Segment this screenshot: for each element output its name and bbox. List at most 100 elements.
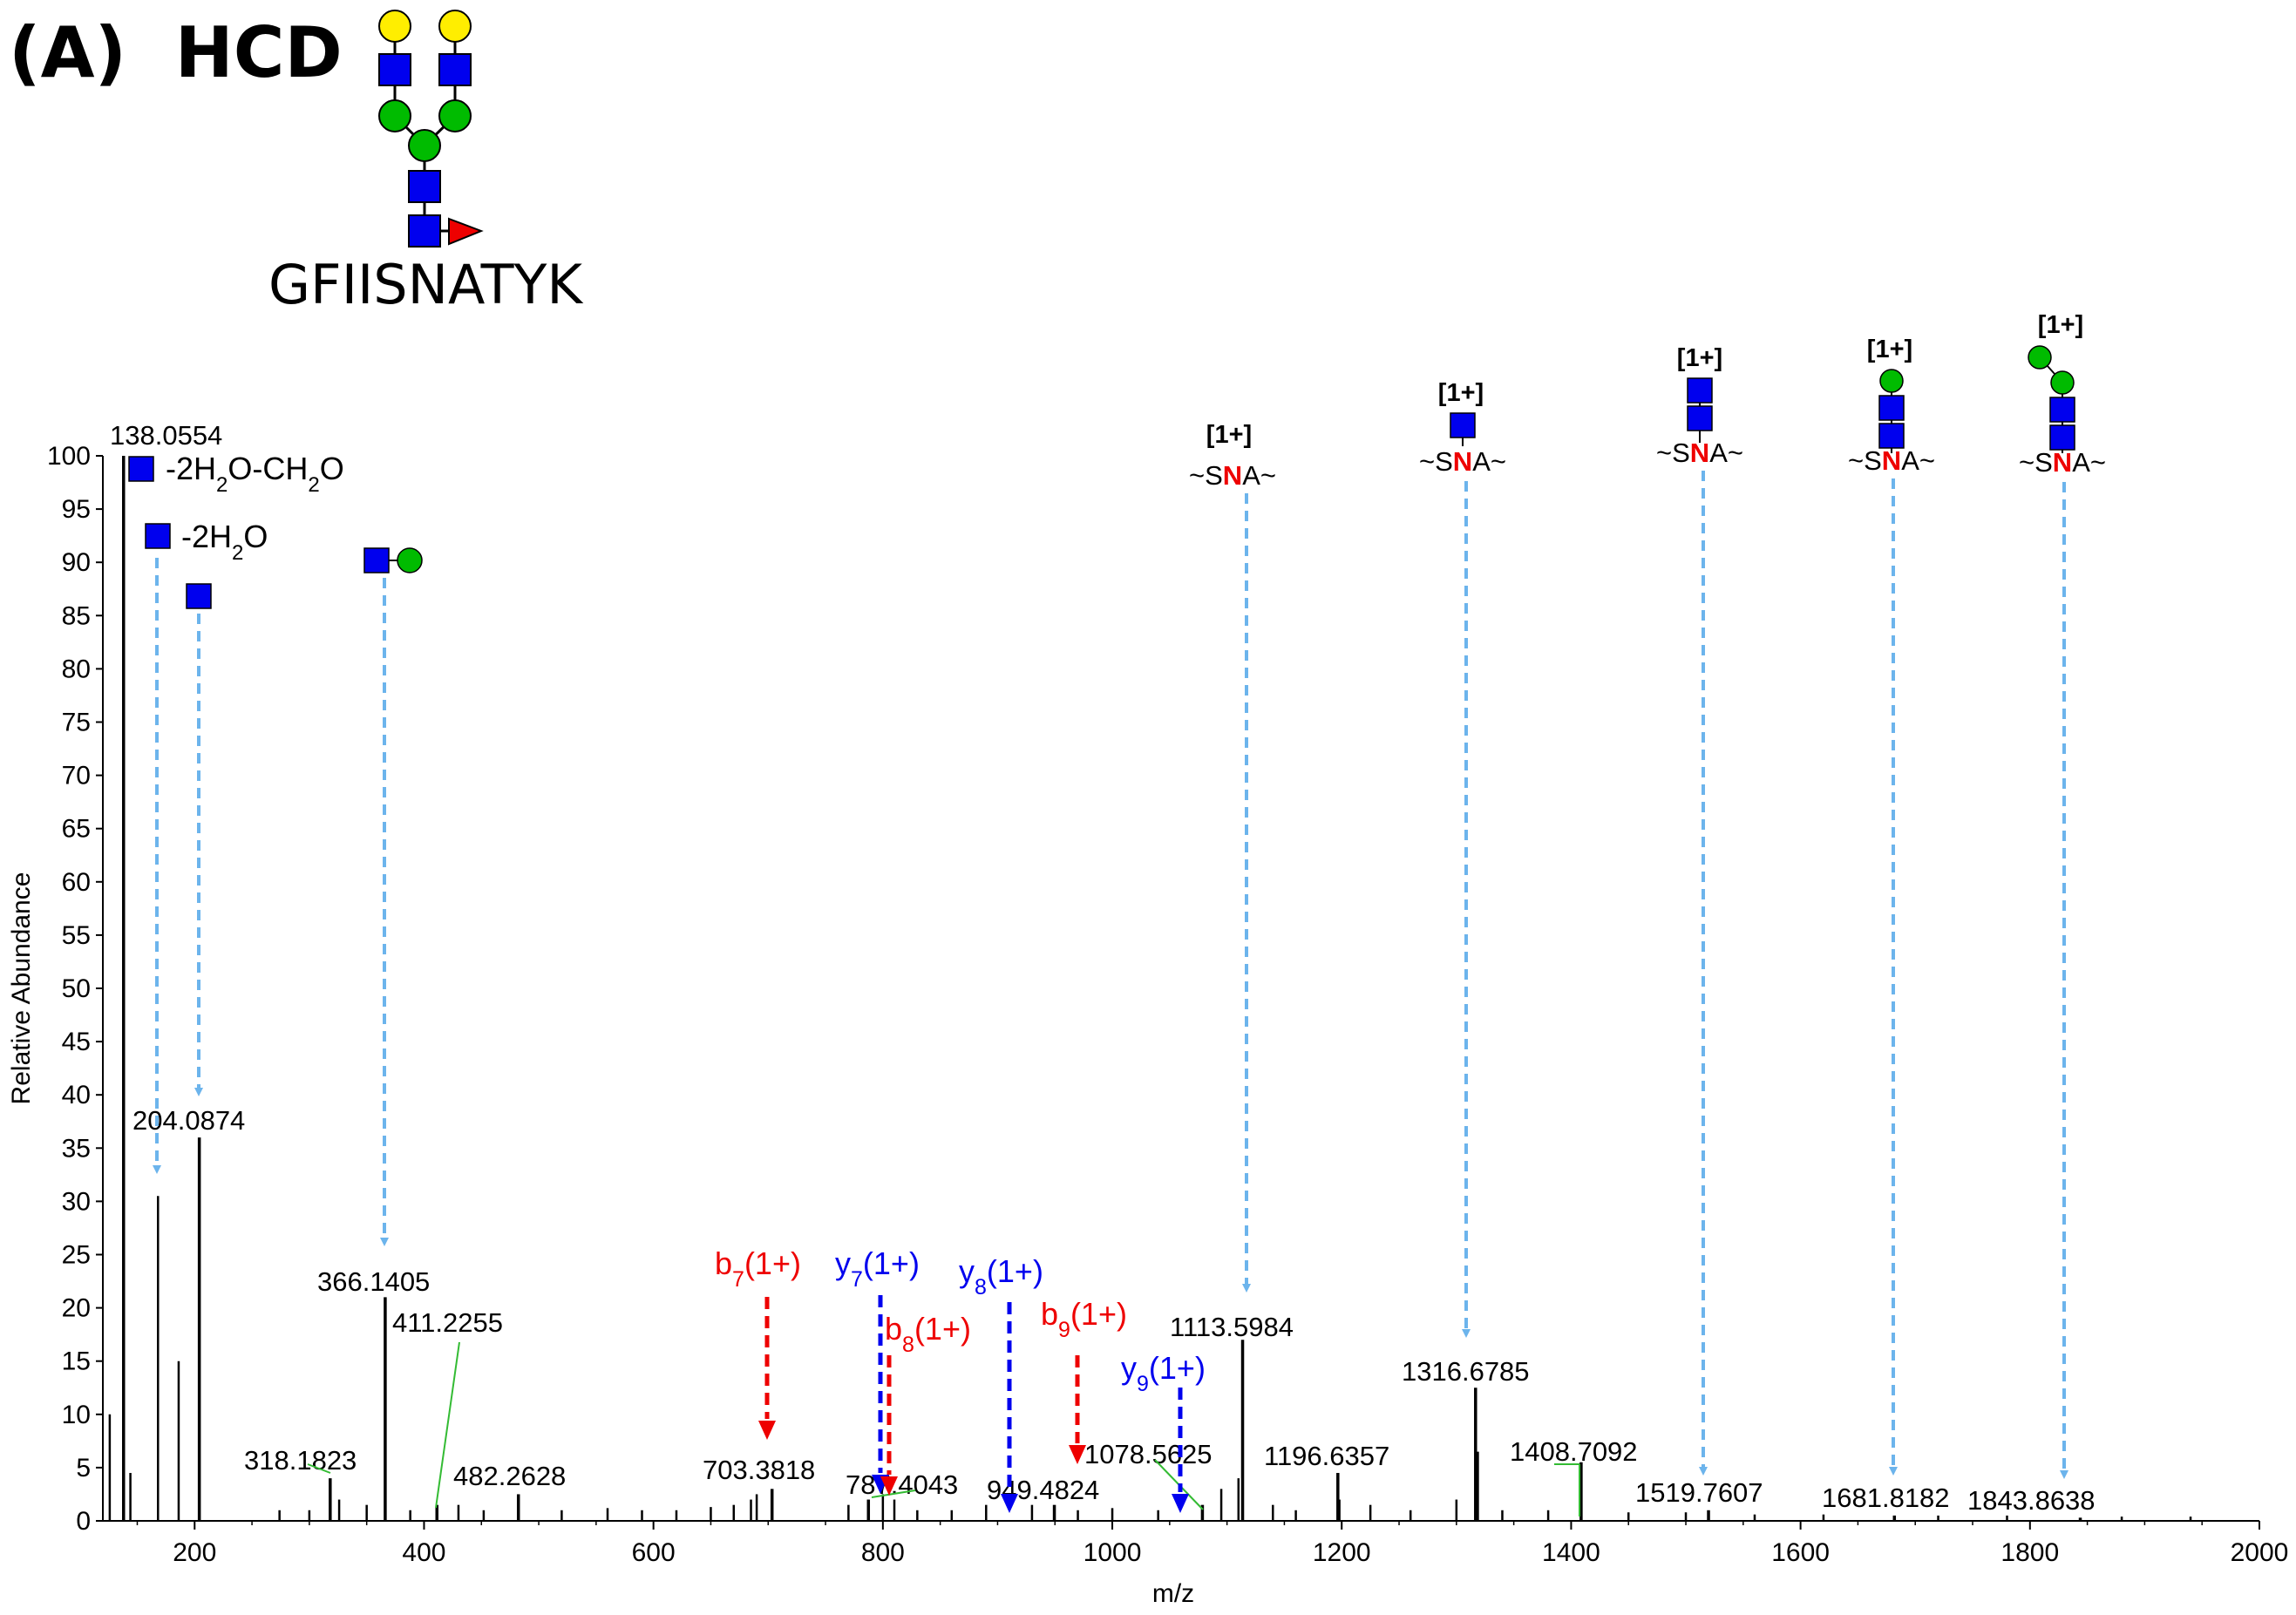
peak-label: 1408.7092 [1510,1436,1638,1467]
charge-label: [1+] [1438,379,1484,407]
mannose-icon [397,547,423,573]
x-tick-label: 1800 [2001,1538,2059,1567]
x-tick-label: 800 [861,1538,905,1567]
b-ion-label: b9(1+) [1041,1296,1127,1342]
fragment-ions: b7(1+) y7(1+) b8(1+) y8(1+) b9(1+) y9(1+… [715,1245,1206,1513]
sna-motif: ~SNA~ [1656,438,1743,468]
y-tick-label: 15 [62,1347,91,1376]
peak-label: 204.0874 [132,1105,245,1136]
galactose-icon [378,10,411,43]
y-ion-label: y9(1+) [1121,1350,1206,1396]
mannose-icon [2050,370,2075,395]
mannose-icon [378,99,411,132]
peak-label: 1196.6357 [1264,1441,1389,1471]
y-axis-ticks: 0 5 10 15 20 25 30 35 40 45 50 55 60 65 70 75 80 85 90 95 10… [47,442,103,1536]
glcnac-icon [408,214,441,248]
x-axis-label: m/z [1152,1579,1194,1608]
x-tick-label: 1400 [1542,1538,1600,1567]
sna-motif: ~SNA~ [1189,460,1276,491]
y-tick-label: 60 [62,868,91,897]
glcnac-icon [378,53,411,86]
peak-labels: 138.0554 204.0874 318.1823 366.1405 411.… [110,420,2096,1516]
glcnac-icon [408,170,441,203]
y-axis-label: Relative Abundance [7,872,36,1105]
mannose-icon [408,129,441,162]
mannose-icon [2028,345,2052,370]
loss-label: -2H2O-CH2O [166,451,344,497]
labeled-peaks [122,456,2082,1521]
x-tick-label: 600 [632,1538,676,1567]
peak-label: 1519.7607 [1635,1477,1763,1508]
arrow-head [1069,1445,1086,1464]
glcnac-icon [2049,424,2075,451]
y-tick-label: 55 [62,921,91,950]
charge-label: [1+] [2038,311,2083,339]
y-tick-label: 75 [62,709,91,737]
x-tick-label: 1600 [1771,1538,1830,1567]
glcnac-icon [1450,412,1476,438]
x-tick-label: 400 [402,1538,445,1567]
y-tick-label: 65 [62,815,91,844]
peptide-sequence: GFIISNATYK [268,253,583,316]
mannose-icon [438,99,472,132]
x-axis-ticks: 200 400 600 800 1000 1200 1400 1600 1800 2000 [136,1521,2289,1567]
galactose-icon [438,10,472,43]
peak-label: 1681.8182 [1822,1483,1950,1513]
glcnac-icon [145,523,171,549]
arrow-head [880,1476,898,1496]
glcnac-icon [128,456,154,482]
peak-label: 1113.5984 [1170,1312,1294,1342]
charge-label: [1+] [1206,421,1252,449]
panel-title: (A) HCD [9,12,343,93]
peak-label: 1843.8638 [1967,1485,2096,1516]
sna-motif: ~SNA~ [2019,447,2106,478]
sna-motif: ~SNA~ [1419,446,1506,477]
y-tick-label: 100 [47,442,91,471]
y-tick-label: 25 [62,1241,91,1270]
glcnac-icon [438,53,472,86]
glcnac-icon [1687,405,1713,431]
y-tick-label: 50 [62,974,91,1003]
glcnac-icon [186,583,212,609]
x-tick-label: 2000 [2231,1538,2289,1567]
charge-label: [1+] [1867,336,1912,363]
y-tick-label: 0 [76,1507,91,1536]
oxonium-annotations: -2H2O-CH2O -2H2O [128,451,423,1246]
y-tick-label: 80 [62,655,91,683]
y-tick-label: 5 [76,1454,91,1483]
peak-label: 366.1405 [317,1266,430,1297]
peak-label: 1078.5625 [1084,1439,1213,1469]
y-tick-label: 40 [62,1081,91,1109]
b-ion-label: b7(1+) [715,1245,801,1292]
peak-label: 949.4824 [987,1475,1099,1505]
peak-label: 787.4043 [846,1469,958,1500]
x-tick-label: 1000 [1083,1538,1142,1567]
arrow-head [758,1421,776,1440]
loss-label: -2H2O [181,519,268,565]
x-tick-label: 200 [173,1538,216,1567]
y-tick-label: 45 [62,1028,91,1056]
y-tick-label: 20 [62,1294,91,1323]
y-tick-label: 35 [62,1134,91,1163]
peak-label: 482.2628 [453,1461,566,1491]
y-tick-label: 95 [62,495,91,524]
peak-label: 703.3818 [703,1455,815,1485]
glcnac-icon [363,547,390,573]
minor-peaks [108,1196,2192,1521]
peak-label: 318.1823 [244,1445,357,1476]
x-tick-label: 1200 [1313,1538,1371,1567]
glcnac-icon [1687,377,1713,404]
y-tick-label: 30 [62,1187,91,1216]
charge-label: [1+] [1677,344,1722,372]
y-tick-label: 70 [62,762,91,791]
arrow-head [1001,1494,1018,1513]
glcnac-icon [2049,397,2075,423]
glcnac-icon [1878,423,1905,449]
y1-annotations: [1+] ~SNA~ [1+] ~SNA~ [1+] ~SNA~ [1+] ~S… [1189,311,2106,1479]
peak-label: 138.0554 [110,420,222,451]
b-ion-label: b8(1+) [885,1311,971,1357]
y-ion-label: y8(1+) [959,1253,1043,1299]
y-ion-label: y7(1+) [835,1245,920,1292]
sna-motif: ~SNA~ [1848,445,1935,476]
